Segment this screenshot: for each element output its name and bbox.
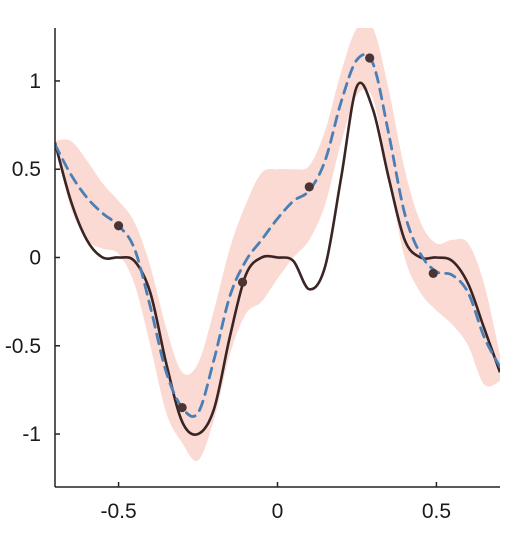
axes: 1 0.5 0 -0.5 -1 -0.5 0 0.5 [5,28,500,523]
y-tick-label: 1 [29,70,41,93]
observation-point [304,182,314,192]
x-tick-label: 0 [272,500,284,523]
true-function-line [55,81,500,436]
y-tick-label: 0.5 [12,158,41,181]
plot-area [55,28,500,462]
confidence-band [55,28,500,462]
observation-point [113,221,124,231]
y-tick-label: -1 [22,423,41,446]
y-tick-label: -0.5 [5,335,41,358]
observation-point [428,268,438,278]
observation-point [365,53,375,63]
observation-point [177,402,187,413]
x-tick-label: -0.5 [100,500,136,523]
x-tick-label: 0.5 [422,500,451,523]
observation-point [237,277,248,287]
y-tick-label: 0 [29,247,41,270]
posterior-mean-line [55,53,500,418]
plot-content [55,28,500,462]
